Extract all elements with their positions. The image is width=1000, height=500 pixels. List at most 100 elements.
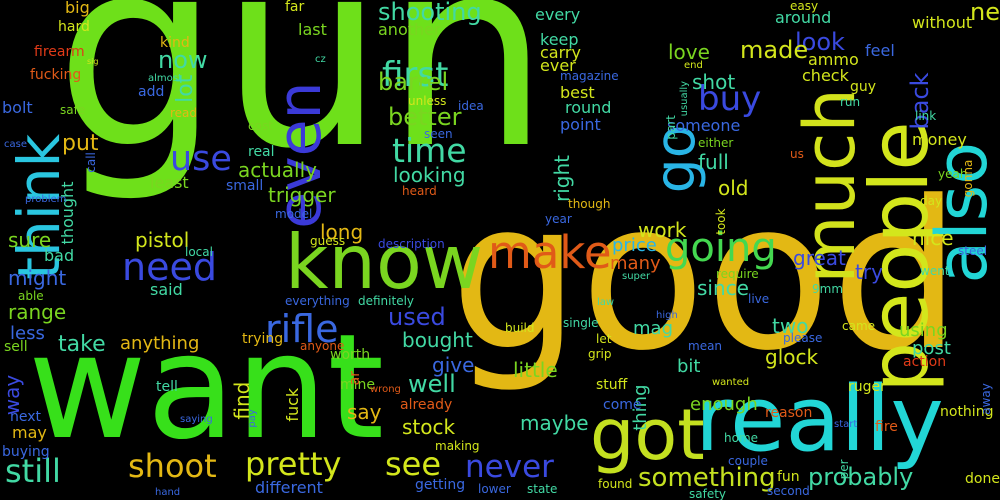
cloud-word: something	[638, 463, 776, 493]
cloud-word: take	[58, 332, 106, 357]
cloud-word: want	[28, 303, 385, 472]
cloud-word: idea	[458, 99, 484, 113]
cloud-word: us	[790, 147, 804, 161]
cloud-word: almost	[148, 73, 182, 84]
cloud-word: nothing	[940, 404, 994, 420]
cloud-word: kind	[160, 35, 190, 51]
cloud-word: away	[979, 383, 993, 415]
cloud-word: cz	[315, 54, 326, 65]
cloud-word: make	[488, 226, 612, 279]
cloud-word: hand	[155, 487, 181, 498]
cloud-word: round	[565, 98, 612, 117]
cloud-word: someone	[667, 116, 741, 135]
cloud-word: bit	[677, 356, 701, 377]
cloud-word: pay	[247, 409, 258, 428]
cloud-word: add	[138, 84, 165, 100]
cloud-word: already	[400, 397, 453, 413]
cloud-word: trying	[242, 331, 284, 347]
cloud-word: stuff	[596, 377, 628, 393]
cloud-word: let	[596, 332, 612, 346]
cloud-word: took	[714, 208, 728, 235]
cloud-word: shoot	[128, 447, 217, 485]
cloud-word: two	[772, 314, 809, 338]
cloud-word: cost	[248, 119, 273, 133]
cloud-word: next	[10, 409, 42, 425]
cloud-word: mean	[688, 339, 723, 353]
cloud-word: everything	[285, 294, 350, 308]
cloud-word: buying	[2, 444, 50, 460]
cloud-word: using	[899, 320, 948, 341]
cloud-word: fucking	[30, 67, 82, 83]
cloud-word: see	[385, 445, 442, 483]
cloud-word: done	[965, 471, 1000, 487]
cloud-word: nice	[912, 226, 954, 250]
cloud-word: without	[912, 13, 973, 32]
cloud-word: around	[775, 8, 832, 27]
cloud-word: thought	[58, 181, 77, 245]
cloud-word: time	[392, 131, 467, 170]
cloud-word: now	[158, 46, 208, 74]
cloud-word: lower	[478, 482, 511, 496]
cloud-word: probably	[808, 463, 914, 491]
cloud-word: big	[65, 0, 90, 17]
cloud-word: used	[388, 303, 446, 331]
cloud-word: look	[795, 28, 845, 56]
cloud-word: long	[320, 220, 364, 244]
cloud-word: great	[793, 246, 846, 270]
cloud-word: first	[382, 55, 449, 95]
cloud-word: know	[285, 218, 484, 306]
cloud-word: either	[698, 136, 734, 150]
cloud-word: carry	[540, 43, 581, 62]
cloud-word: yeah	[938, 167, 968, 181]
cloud-word: less	[10, 323, 45, 344]
cloud-word: money	[912, 130, 967, 149]
cloud-word: buy	[698, 79, 762, 119]
cloud-word: check	[802, 66, 849, 85]
cloud-word: right	[550, 155, 574, 202]
cloud-word: need	[122, 245, 217, 289]
cloud-word: couple	[728, 454, 768, 468]
cloud-word: made	[740, 36, 809, 64]
cloud-word: getting	[415, 477, 466, 493]
cloud-word: grip	[588, 347, 612, 361]
cloud-word: super	[622, 271, 651, 282]
cloud-word: please	[783, 331, 823, 345]
cloud-word: mine	[340, 377, 376, 393]
cloud-word: require	[716, 267, 759, 281]
cloud-word: high	[656, 310, 678, 321]
cloud-word: post	[912, 338, 951, 359]
cloud-word: maybe	[520, 411, 589, 435]
cloud-word: stock	[402, 415, 456, 439]
cloud-word: range	[8, 300, 67, 324]
cloud-word: usually	[679, 80, 690, 117]
cloud-word: said	[150, 280, 183, 299]
cloud-word: least	[150, 173, 189, 192]
cloud-word: model	[275, 207, 313, 221]
cloud-word: ruger	[848, 379, 886, 395]
cloud-word: far	[285, 0, 305, 15]
cloud-word: barrel	[378, 68, 449, 96]
cloud-word: may	[12, 423, 47, 442]
cloud-word: hard	[58, 19, 90, 35]
cloud-word: never	[465, 449, 554, 485]
cloud-word: enough	[690, 394, 758, 415]
cloud-word: rifle	[265, 307, 339, 351]
cloud-word: law	[597, 297, 615, 308]
cloud-word: wrong	[370, 384, 401, 395]
cloud-word: point	[560, 115, 601, 134]
cloud-word: mag	[633, 318, 673, 339]
cloud-word: full	[698, 150, 729, 174]
cloud-word: description	[378, 237, 445, 251]
cloud-word: second	[767, 484, 810, 498]
cloud-word: day	[920, 194, 943, 208]
cloud-word: action	[903, 354, 947, 370]
cloud-word: work	[638, 218, 687, 242]
cloud-word: safety	[689, 487, 727, 500]
cloud-word: making	[435, 439, 480, 453]
cloud-word: problem	[25, 194, 67, 205]
cloud-word: heard	[402, 184, 437, 198]
cloud-word: going	[665, 225, 777, 271]
cloud-word: fire	[875, 419, 898, 435]
cloud-word: come	[603, 397, 642, 413]
